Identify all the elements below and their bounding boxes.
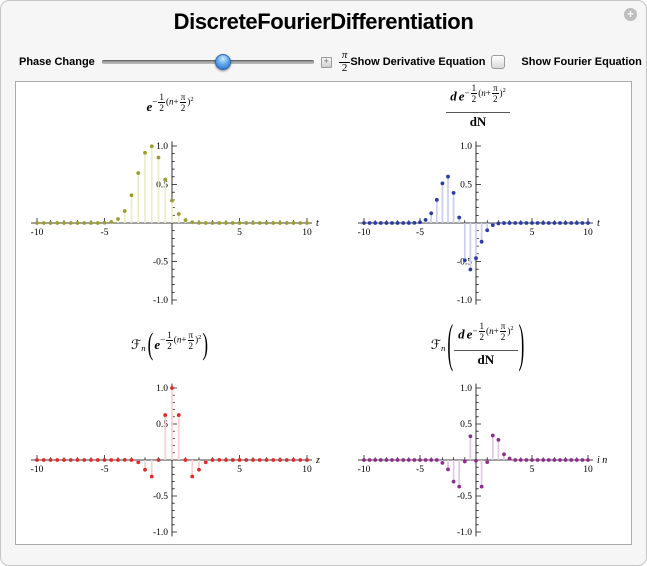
svg-text:-1.0: -1.0 [153,296,168,306]
svg-text:0.5: 0.5 [156,181,168,191]
plots-panel: e −1 2 (n+ π 2)2 -10 -5 5 10 1.0 0.5 -0.5 -1.0 t d e− 1 2(… [15,81,632,545]
phase-value: π 2 [338,49,351,74]
phase-change-slider[interactable] [101,53,314,71]
axes: -10 -5 5 10 1.0 0.5 -0.5 -1.0 z [31,383,320,538]
plot-derivative: d e− 1 2 (n+ π 2)2 dN -10 -5 5 10 1.0 0.5 -0.5 -1.0 t [324,83,632,317]
derivative-title: d e− 1 2 (n+ π 2)2 dN [324,83,632,129]
svg-text:1.0: 1.0 [156,142,168,152]
axes: -10 -5 5 10 1.0 0.5 -0.5 -1.0 t [358,141,600,306]
axes: -10 -5 5 10 1.0 0.5 -0.5 -1.0 t [31,141,319,306]
plots-grid: e −1 2 (n+ π 2)2 -10 -5 5 10 1.0 0.5 -0.5 -1.0 t d e− 1 2(… [16,82,631,550]
svg-text:-1.0: -1.0 [457,528,472,538]
phase-change-control: Phase Change + π 2 [19,49,351,74]
svg-text:1.0: 1.0 [460,142,472,152]
plus-circle-icon[interactable]: + [624,8,637,21]
fourier-of-gaussian-chart: -10 -5 5 10 1.0 0.5 -0.5 -1.0 z [31,383,320,538]
controls-row: Phase Change + π 2 Show Derivative Equat… [1,47,646,77]
svg-text:t: t [316,218,319,229]
phase-value-denominator: 2 [341,61,348,74]
gaussian-title: e −1 2 (n+ π 2)2 [146,91,194,115]
svg-text:1.0: 1.0 [460,384,472,394]
svg-text:-1.0: -1.0 [457,296,472,306]
fourier-of-derivative-chart: -10 -5 5 10 1.0 0.5 -0.5 -1.0 i n [358,383,607,538]
points [362,174,590,272]
svg-text:t: t [597,218,600,229]
points [362,433,590,489]
svg-text:-0.5: -0.5 [457,258,472,268]
svg-text:5: 5 [237,228,242,238]
svg-text:-0.5: -0.5 [153,258,168,268]
checkbox-box[interactable] [491,55,506,69]
stems [117,146,187,223]
svg-text:5: 5 [237,465,242,475]
points [35,386,309,479]
checkbox-label: Show Fourier Equation [521,56,642,68]
svg-text:10: 10 [302,228,312,238]
svg-text:-10: -10 [358,228,371,238]
svg-text:5: 5 [530,465,535,475]
derivative-chart: -10 -5 5 10 1.0 0.5 -0.5 -1.0 t [358,141,600,306]
svg-text:0.5: 0.5 [460,420,472,430]
svg-text:-5: -5 [416,465,424,475]
svg-text:z: z [315,455,320,466]
gaussian-chart: -10 -5 5 10 1.0 0.5 -0.5 -1.0 t [31,141,319,306]
slider-expand-button[interactable]: + [320,56,332,68]
svg-text:-10: -10 [358,465,371,475]
svg-text:10: 10 [302,465,312,475]
checkbox-show-fourier-equation[interactable]: Show Fourier Equation [521,55,646,69]
plot-gaussian: e −1 2 (n+ π 2)2 -10 -5 5 10 1.0 0.5 -0.5 -1.0 t [16,85,324,317]
page-title: DiscreteFourierDifferentiation [173,9,474,34]
phase-value-numerator: π [338,49,351,63]
checkbox-show-derivative-equation[interactable]: Show Derivative Equation [350,55,506,69]
svg-text:i n: i n [597,455,607,466]
points [35,144,309,225]
svg-text:5: 5 [530,228,535,238]
svg-text:10: 10 [583,465,593,475]
svg-text:-5: -5 [101,465,109,475]
slider-track[interactable] [101,60,314,64]
checkbox-group: Show Derivative Equation Show Fourier Eq… [350,55,646,69]
svg-text:-10: -10 [31,228,44,238]
svg-text:-0.5: -0.5 [457,492,472,502]
svg-text:-5: -5 [416,228,424,238]
checkbox-label: Show Derivative Equation [350,56,486,68]
svg-text:-1.0: -1.0 [153,528,168,538]
svg-text:-0.5: -0.5 [153,492,168,502]
titlebar: DiscreteFourierDifferentiation [1,1,646,45]
svg-text:0.5: 0.5 [460,181,472,191]
svg-text:-5: -5 [101,228,109,238]
svg-text:1.0: 1.0 [156,384,168,394]
slider-thumb[interactable] [214,54,231,70]
phase-change-label: Phase Change [19,56,95,68]
svg-text:-10: -10 [31,465,44,475]
svg-text:10: 10 [583,228,593,238]
svg-text:0.5: 0.5 [156,420,168,430]
